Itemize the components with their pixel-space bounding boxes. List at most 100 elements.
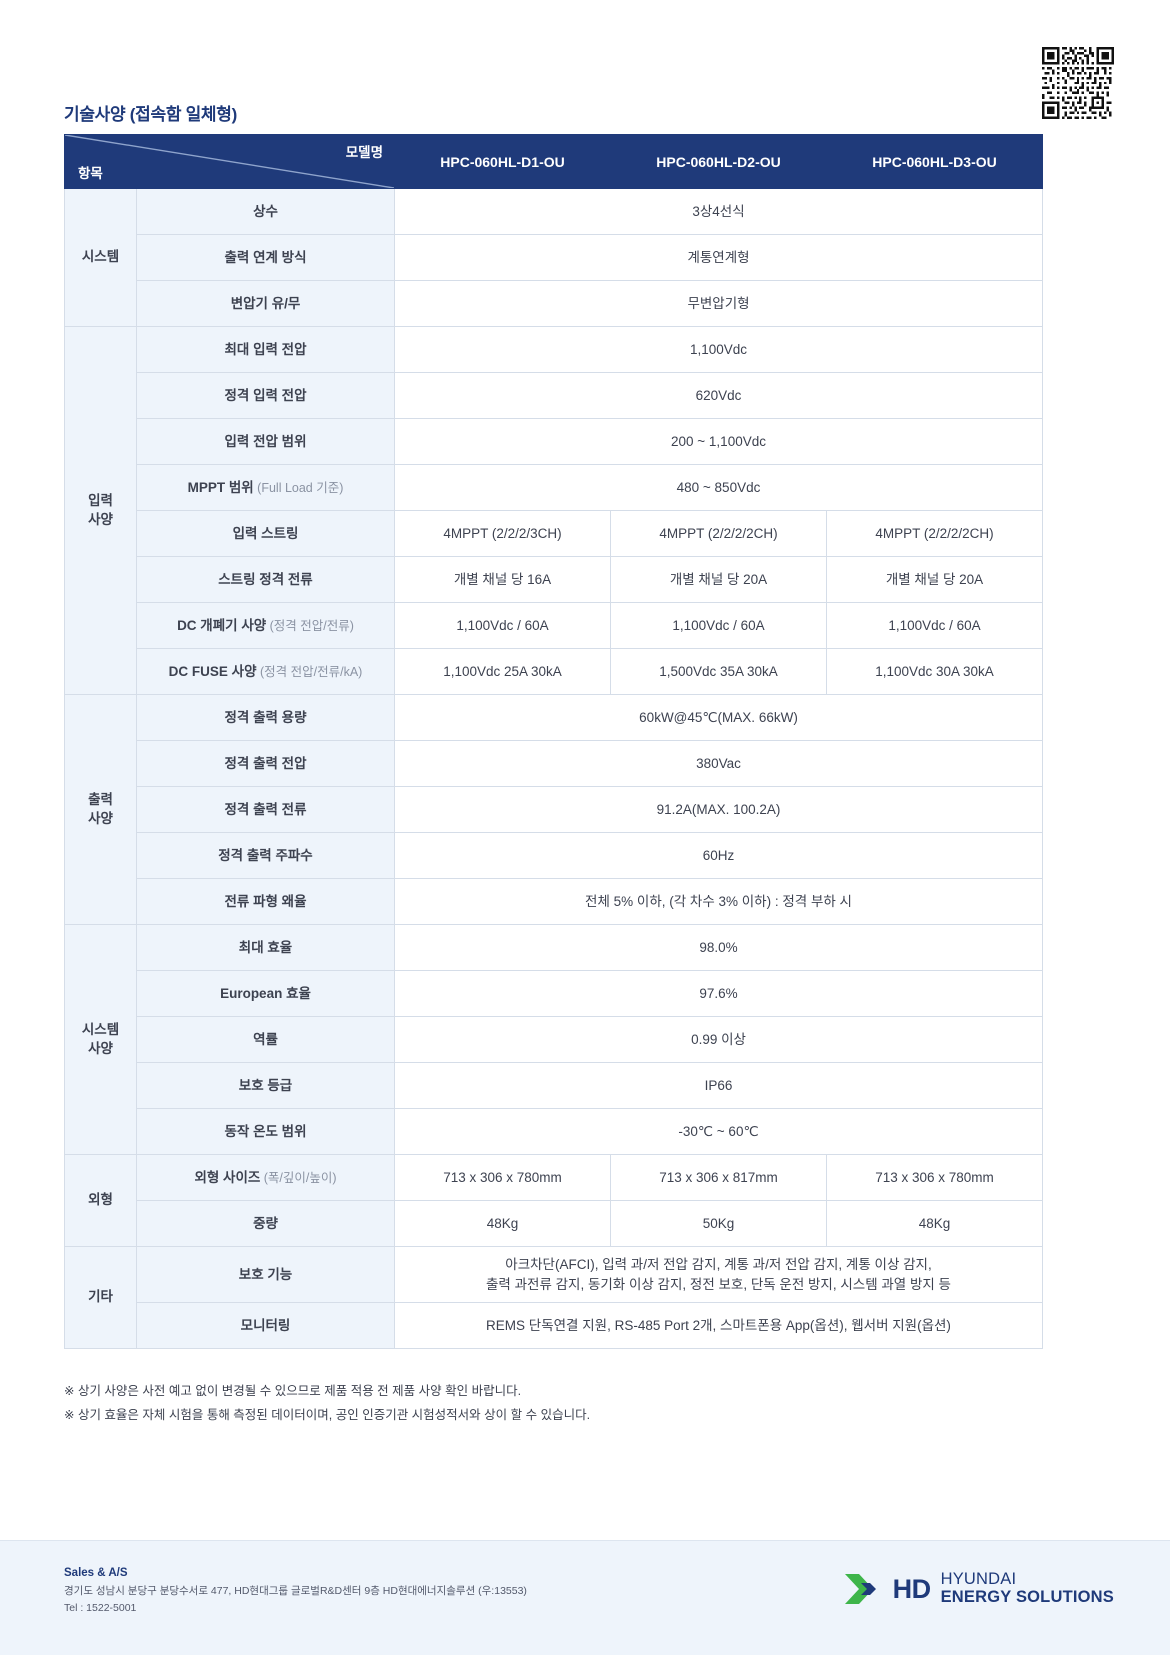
row-value-model-3: 1,100Vdc 30A 30kA <box>826 648 1043 695</box>
row-value-model-2: 1,100Vdc / 60A <box>610 602 827 649</box>
page-footer: Sales & A/S 경기도 성남시 분당구 분당수서로 477, HD현대그… <box>0 1540 1170 1655</box>
row-value-model-3: 4MPPT (2/2/2/2CH) <box>826 510 1043 557</box>
row-label: 입력 전압 범위 <box>136 418 395 465</box>
row-value-model-1: 1,100Vdc / 60A <box>394 602 611 649</box>
row-value-model-2: 713 x 306 x 817mm <box>610 1154 827 1201</box>
brand-hd-text: HD <box>892 1573 932 1604</box>
group-label-6: 기타 <box>64 1245 137 1350</box>
row-value-all-models: 전체 5% 이하, (각 차수 3% 이하) : 정격 부하 시 <box>394 878 1043 925</box>
row-label: European 효율 <box>136 970 395 1017</box>
row-label-qualifier: (정격 전압/전류/kA) <box>256 664 363 679</box>
row-label: 스트링 정격 전류 <box>136 556 395 603</box>
row-label: 상수 <box>136 188 395 235</box>
row-value-model-1: 개별 채널 당 16A <box>394 556 611 603</box>
row-value-all-models: 200 ~ 1,100Vdc <box>394 418 1043 465</box>
row-label-qualifier: (폭/깊이/높이) <box>260 1170 337 1185</box>
row-value-model-3: 48Kg <box>826 1200 1043 1247</box>
table-row: 기타 보호 기능 아크차단(AFCI), 입력 과/저 전압 감지, 계통 과/저 … <box>64 1245 1043 1350</box>
row-value-model-3: 개별 채널 당 20A <box>826 556 1043 603</box>
table-row: 입력 사양 최대 입력 전압 1,100Vdc <box>64 326 1043 695</box>
group-label-4: 시스템 사양 <box>64 924 137 1155</box>
row-label: 보호 등급 <box>136 1062 395 1109</box>
row-label: 동작 온도 범위 <box>136 1108 395 1155</box>
table-row: DC 개폐기 사양 (정격 전압/전류) 1,100Vdc / 60A 1,100V… <box>65 602 1043 649</box>
table-row: 입력 전압 범위 200 ~ 1,100Vdc <box>65 418 1043 465</box>
row-value-all-models: 620Vdc <box>394 372 1043 419</box>
page-title: 기술사양 (접속함 일체형) <box>64 105 237 124</box>
table-row: 스트링 정격 전류 개별 채널 당 16A 개별 채널 당 20A 개별 채널 당 2… <box>65 556 1043 603</box>
row-label: 입력 스트링 <box>136 510 395 557</box>
row-value-all-models: 0.99 이상 <box>394 1016 1043 1063</box>
hd-chevron-logo-icon <box>844 1574 876 1604</box>
table-row: DC FUSE 사양 (정격 전압/전류/kA) 1,100Vdc 25A 30k… <box>65 648 1043 695</box>
group-label-2: 입력 사양 <box>64 326 137 695</box>
table-row: European 효율 97.6% <box>65 970 1043 1017</box>
table-row: 동작 온도 범위 -30℃ ~ 60℃ <box>65 1108 1043 1155</box>
row-value-model-2: 50Kg <box>610 1200 827 1247</box>
row-label: 정격 출력 주파수 <box>136 832 395 879</box>
row-label: 모니터링 <box>136 1302 395 1350</box>
footnote-2: ※ 상기 효율은 자체 시험을 통해 측정된 데이터이며, 공인 인증기관 시험… <box>64 1407 591 1422</box>
table-row: 시스템 상수 3상4선식 <box>64 188 1043 327</box>
row-label-qualifier: (정격 전압/전류) <box>266 618 354 633</box>
header-model-3: HPC-060HL-D3-OU <box>826 134 1043 189</box>
row-label: DC 개폐기 사양 (정격 전압/전류) <box>136 602 395 649</box>
row-label: 전류 파형 왜율 <box>136 878 395 925</box>
table-body: 시스템 상수 3상4선식 출력 연계 방식 계통연계형 변압기 유/무 무변압기형 입력 사양 최… <box>64 188 1043 1350</box>
table-row: MPPT 범위 (Full Load 기준) 480 ~ 850Vdc <box>65 464 1043 511</box>
table-header: 모델명 항목 HPC-060HL-D1-OU HPC-060HL-D2-OU H… <box>64 134 1043 189</box>
diagonal-divider-line <box>65 135 394 188</box>
row-value-all-models: 계통연계형 <box>394 234 1043 281</box>
row-value-all-models: 480 ~ 850Vdc <box>394 464 1043 511</box>
qr-code <box>1042 47 1114 119</box>
row-value-all-models: -30℃ ~ 60℃ <box>394 1108 1043 1155</box>
brand-name-line2: ENERGY SOLUTIONS <box>940 1588 1114 1606</box>
row-value-all-models: REMS 단독연결 지원, RS-485 Port 2개, 스마트폰용 App(… <box>394 1302 1043 1350</box>
group-label-5: 외형 <box>64 1154 137 1247</box>
footer-address: 경기도 성남시 분당구 분당수서로 477, HD현대그룹 글로벌R&D센터 9… <box>64 1585 527 1597</box>
row-value-model-1: 48Kg <box>394 1200 611 1247</box>
footer-tel: Tel : 1522-5001 <box>64 1602 137 1615</box>
footer-sales-label: Sales & A/S <box>64 1567 128 1579</box>
row-label: MPPT 범위 (Full Load 기준) <box>136 464 395 511</box>
row-value-all-models: 91.2A(MAX. 100.2A) <box>394 786 1043 833</box>
row-value-all-models: IP66 <box>394 1062 1043 1109</box>
footnotes: ※ 상기 사양은 사전 예고 없이 변경될 수 있으므로 제품 적용 전 제품 … <box>64 1380 590 1428</box>
row-value-all-models: 380Vac <box>394 740 1043 787</box>
row-label: 최대 입력 전압 <box>136 326 395 373</box>
row-value-all-models: 60kW@45℃(MAX. 66kW) <box>394 694 1043 741</box>
row-value-model-2: 개별 채널 당 20A <box>610 556 827 603</box>
row-value-all-models: 60Hz <box>394 832 1043 879</box>
header-item-label: 항목 <box>78 166 103 181</box>
row-label: 정격 출력 전류 <box>136 786 395 833</box>
footnote-1: ※ 상기 사양은 사전 예고 없이 변경될 수 있으므로 제품 적용 전 제품 … <box>64 1384 522 1398</box>
table-row: 출력 연계 방식 계통연계형 <box>65 234 1043 281</box>
table-row: 출력 사양 정격 출력 용량 60kW@45℃(MAX. 66kW) <box>64 694 1043 925</box>
header-corner-cell: 모델명 항목 <box>64 134 395 189</box>
table-row: 시스템 사양 최대 효율 98.0% <box>64 924 1043 1155</box>
table-row: 정격 출력 전류 91.2A(MAX. 100.2A) <box>65 786 1043 833</box>
row-value-all-models: 97.6% <box>394 970 1043 1017</box>
table-row: 외형 외형 사이즈 (폭/깊이/높이) 713 x 306 x 780mm 713 x… <box>64 1154 1043 1247</box>
brand-name-block: HYUNDAI ENERGY SOLUTIONS <box>940 1570 1114 1607</box>
row-value-model-3: 713 x 306 x 780mm <box>826 1154 1043 1201</box>
row-label: 정격 출력 용량 <box>136 694 395 741</box>
row-label: 출력 연계 방식 <box>136 234 395 281</box>
table-row: 중량 48Kg 50Kg 48Kg <box>65 1200 1043 1247</box>
group-label-3: 출력 사양 <box>64 694 137 925</box>
row-label: 중량 <box>136 1200 395 1247</box>
row-value-model-1: 4MPPT (2/2/2/3CH) <box>394 510 611 557</box>
row-label: 변압기 유/무 <box>136 280 395 327</box>
header-model-1: HPC-060HL-D1-OU <box>394 134 611 189</box>
table-row: 정격 출력 주파수 60Hz <box>65 832 1043 879</box>
row-label: 정격 입력 전압 <box>136 372 395 419</box>
table-row: 전류 파형 왜율 전체 5% 이하, (각 차수 3% 이하) : 정격 부하 시 <box>65 878 1043 925</box>
brand-logo: HD HYUNDAI ENERGY SOLUTIONS <box>843 1569 1114 1609</box>
row-label: 보호 기능 <box>136 1245 395 1304</box>
table-row: 정격 출력 전압 380Vac <box>65 740 1043 787</box>
row-label: 최대 효율 <box>136 924 395 971</box>
row-value-model-1: 713 x 306 x 780mm <box>394 1154 611 1201</box>
row-value-all-models: 1,100Vdc <box>394 326 1043 373</box>
table-row: 보호 등급 IP66 <box>65 1062 1043 1109</box>
header-model-label: 모델명 <box>345 145 383 160</box>
